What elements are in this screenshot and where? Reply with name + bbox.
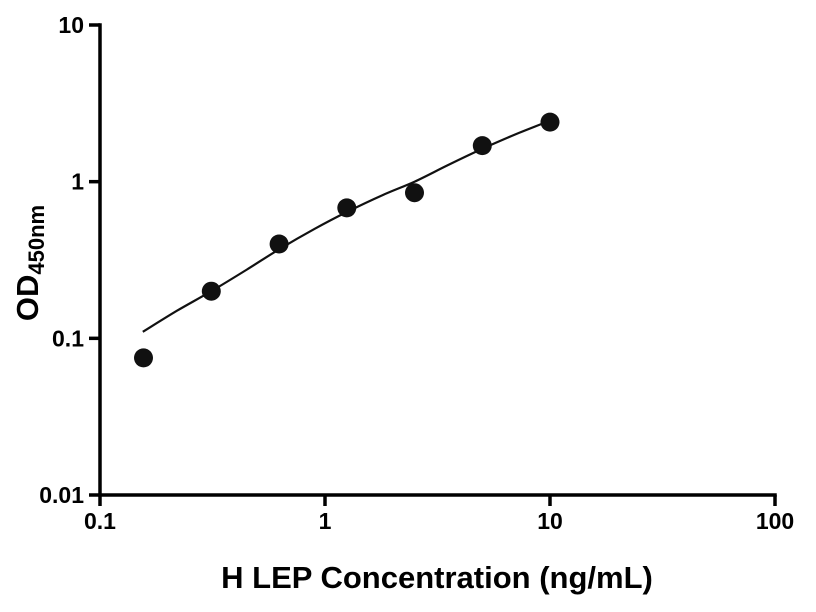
x-tick-label: 1 [319,508,332,534]
svg-text:OD450nm: OD450nm [10,205,49,321]
data-point [337,198,357,218]
y-tick-label: 0.1 [52,325,84,351]
x-tick-label: 0.1 [84,508,116,534]
data-point [472,136,492,156]
x-axis-title: H LEP Concentration (ng/mL) [221,560,653,595]
y-tick-label: 10 [58,12,84,38]
data-point [405,183,424,203]
data-point [134,348,153,368]
data-point [269,234,289,254]
y-axis-title-sub: 450nm [24,205,49,275]
y-axis-title-main: OD [10,275,45,322]
axes [98,23,777,497]
x-tick-label: 10 [537,508,563,534]
data-point [540,112,560,132]
data-point [201,281,221,301]
y-tick-label: 0.01 [39,482,84,508]
y-tick-label: 1 [71,169,84,195]
x-tick-label: 100 [756,508,794,534]
y-axis-title: OD450nm [10,205,49,321]
